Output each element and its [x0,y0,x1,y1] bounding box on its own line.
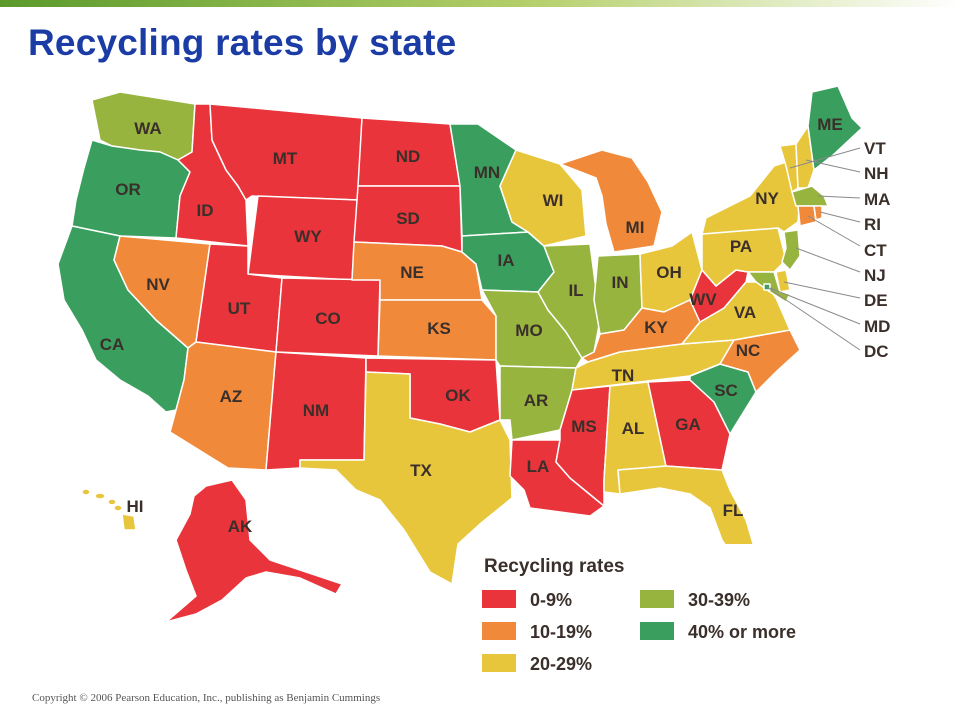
label-ok: OK [445,386,471,405]
label-ut: UT [228,299,251,318]
callout-md: MD [864,317,890,336]
label-fl: FL [723,501,744,520]
label-me: ME [817,115,843,134]
page-title: Recycling rates by state [28,22,457,63]
legend-background [470,544,840,684]
label-az: AZ [220,387,243,406]
label-mo: MO [515,321,542,340]
legend-label-0: 0-9% [530,590,572,610]
legend-swatch-0 [482,590,516,608]
state-az [169,341,277,471]
label-nv: NV [146,275,170,294]
label-oh: OH [656,263,682,282]
label-ca: CA [100,335,125,354]
legend-label-2: 20-29% [530,654,592,674]
label-nm: NM [303,401,329,420]
legend-swatch-2 [482,654,516,672]
label-ks: KS [427,319,451,338]
label-ia: IA [498,251,515,270]
callout-vt: VT [864,139,886,158]
callout-nh: NH [864,164,889,183]
label-ms: MS [571,417,597,436]
label-co: CO [315,309,341,328]
label-mt: MT [273,149,298,168]
label-hi: HI [127,497,144,516]
label-ak: AK [228,517,253,536]
label-or: OR [115,180,141,199]
state-ct [797,205,817,227]
state-vt [779,143,799,193]
label-la: LA [527,457,550,476]
label-nc: NC [736,341,761,360]
callout-ma: MA [864,190,890,209]
legend: Recycling rates 0-9% 10-19% 20-29% 30-39… [470,544,840,684]
label-il: IL [568,281,583,300]
state-ri [813,205,823,221]
state-ma [791,185,829,207]
legend-label-4: 40% or more [688,622,796,642]
label-ny: NY [755,189,779,208]
label-mi: MI [626,218,645,237]
label-nd: ND [396,147,421,166]
callout-ri: RI [864,215,881,234]
state-nc [689,329,801,393]
label-al: AL [622,419,645,438]
copyright-notice: Copyright © 2006 Pearson Education, Inc.… [32,692,381,704]
state-tx [299,371,513,585]
legend-label-3: 30-39% [688,590,750,610]
legend-label-1: 10-19% [530,622,592,642]
legend-title: Recycling rates [484,556,624,577]
label-wv: WV [689,290,717,309]
callout-dc: DC [864,342,889,361]
state-nj [781,229,801,271]
label-sc: SC [714,381,738,400]
label-wi: WI [543,191,564,210]
top-accent-bar [0,0,960,7]
state-me [807,85,863,171]
label-tn: TN [612,366,635,385]
callout-nj: NJ [864,266,886,285]
label-sd: SD [396,209,420,228]
legend-swatch-1 [482,622,516,640]
label-ne: NE [400,263,424,282]
state-mi [559,149,663,253]
label-ky: KY [644,318,668,337]
label-va: VA [734,303,756,322]
legend-swatch-3 [640,590,674,608]
legend-swatch-4 [640,622,674,640]
callout-lines [766,147,861,351]
label-tx: TX [410,461,432,480]
label-id: ID [197,201,214,220]
state-ak [165,479,343,623]
label-wy: WY [294,227,322,246]
callout-ct: CT [864,241,887,260]
label-mn: MN [474,163,500,182]
label-wa: WA [134,119,161,138]
label-ga: GA [675,415,701,434]
callout-de: DE [864,291,888,310]
label-pa: PA [730,237,752,256]
state-ny [701,159,801,235]
label-ar: AR [524,391,549,410]
label-in: IN [612,273,629,292]
state-hi [81,488,137,531]
